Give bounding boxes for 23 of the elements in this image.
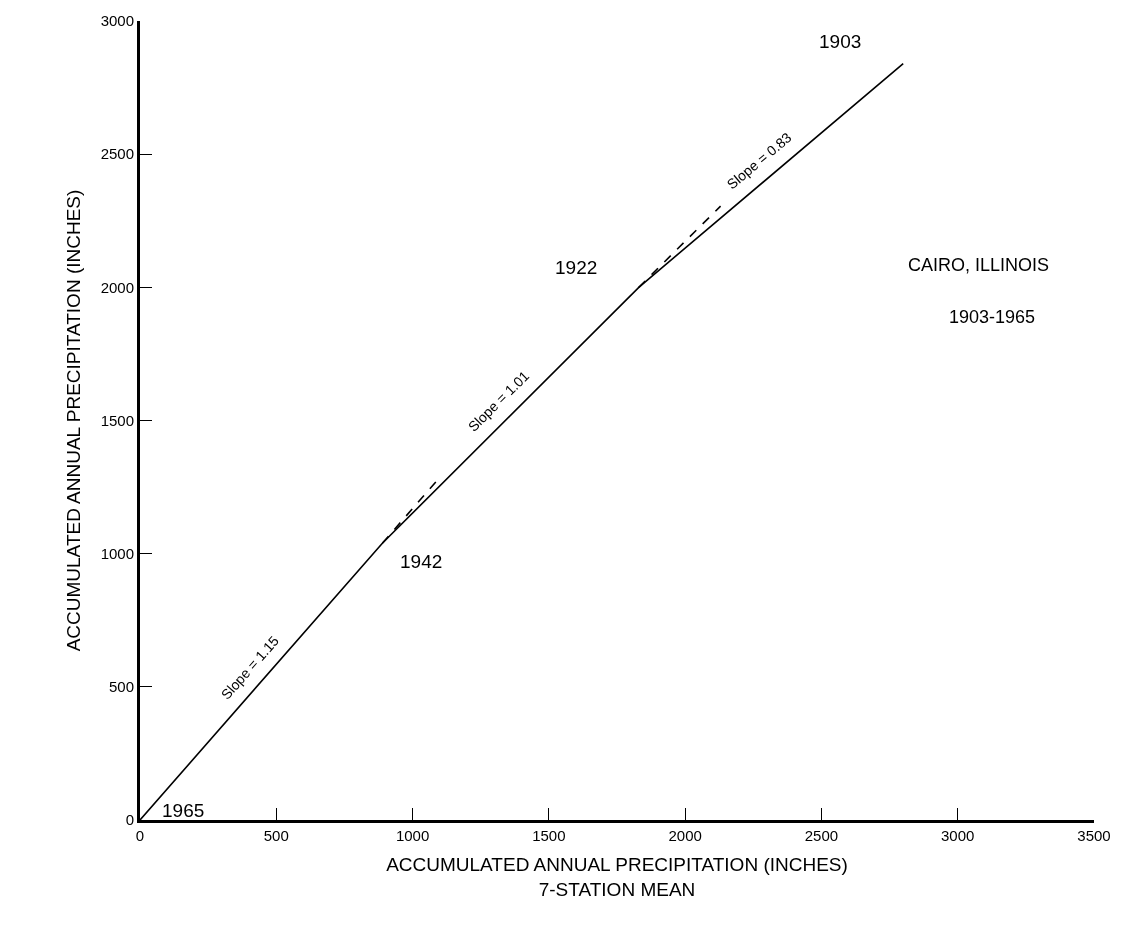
x-tick-label: 0 bbox=[135, 827, 145, 844]
x-tick-label: 1500 bbox=[532, 827, 566, 844]
y-tick-label: 0 bbox=[125, 811, 134, 829]
x-tick-label: 2500 bbox=[804, 827, 839, 844]
y-tick-label: 2500 bbox=[100, 145, 134, 163]
y-tick-label: 2000 bbox=[100, 278, 134, 296]
x-axis-title: ACCUMULATED ANNUAL PRECIPITATION (INCHES) 7-STATION MEAN bbox=[386, 853, 848, 900]
text: CAIRO, ILLINOIS bbox=[908, 255, 1050, 275]
annotation: 1903 bbox=[819, 31, 862, 52]
x-tick-label: 3000 bbox=[941, 827, 975, 844]
x-tick-label: 500 bbox=[263, 827, 289, 844]
annotation: 1965 bbox=[162, 800, 205, 821]
y-tick-label: 3000 bbox=[100, 12, 134, 30]
annotation: 1922 bbox=[555, 257, 598, 278]
y-tick-label: 1500 bbox=[100, 411, 134, 429]
x-tick-label: 3500 bbox=[1077, 827, 1111, 844]
x-tick-label: 1000 bbox=[395, 827, 430, 844]
y-tick-label: 1000 bbox=[100, 544, 134, 562]
y-tick-label: 500 bbox=[108, 678, 134, 696]
text: 1903-1965 bbox=[949, 307, 1036, 327]
x-tick-label: 2000 bbox=[668, 827, 702, 844]
y-axis-title: ACCUMULATED ANNUAL PRECIPITATION (INCHES) bbox=[63, 189, 85, 652]
annotation: 1942 bbox=[400, 551, 443, 572]
